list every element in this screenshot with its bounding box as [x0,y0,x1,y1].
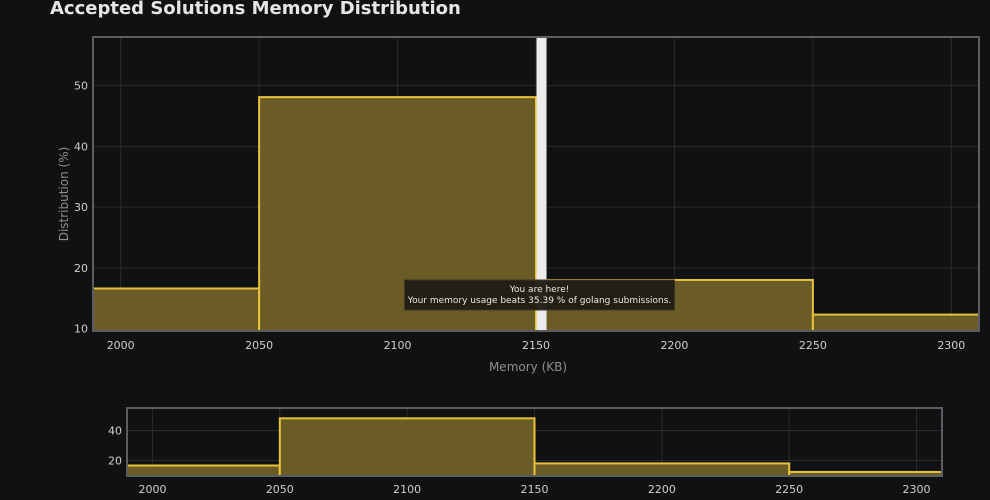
main-x-axis-label: Memory (KB) [489,360,567,374]
overview-histogram-bar[interactable] [25,464,281,480]
overview-x-tick-label: 2100 [393,483,421,496]
main-x-tick-label: 2150 [522,339,550,352]
tooltip-line-2: Your memory usage beats 35.39 % of golan… [407,296,672,306]
overview-histogram-bar[interactable] [278,417,536,480]
main-y-tick-label: 10 [74,323,88,336]
overview-histogram-bar[interactable] [533,462,791,480]
tooltip-box [404,279,676,311]
your-position-marker[interactable] [536,37,547,331]
main-x-tick-label: 2050 [245,339,273,352]
overview-x-tick-label: 2050 [266,483,294,496]
overview-y-tick-label: 20 [108,454,122,467]
overview-x-tick-label: 2250 [775,483,803,496]
main-y-tick-label: 20 [74,262,88,275]
main-x-tick-label: 2250 [799,339,827,352]
overview-y-tick-label: 40 [108,424,122,437]
overview-x-tick-label: 2200 [648,483,676,496]
main-x-tick-label: 2100 [384,339,412,352]
main-y-tick-label: 50 [74,80,88,93]
main-y-tick-label: 30 [74,201,88,214]
overview-bars [25,417,942,480]
chart-title: Accepted Solutions Memory Distribution [50,0,461,19]
main-histogram-bar[interactable] [811,313,990,335]
tooltip-line-1: You are here! [509,285,570,295]
main-y-tick-label: 40 [74,140,88,153]
main-x-tick-label: 2200 [660,339,688,352]
overview-x-tick-label: 2300 [903,483,931,496]
main-y-axis-label: Distribution (%) [57,147,71,242]
main-histogram-bar[interactable] [0,287,261,335]
main-x-tick-label: 2000 [107,339,135,352]
main-plot-frame [92,36,980,332]
overview-plot-frame [126,407,943,477]
overview-x-tick-label: 2000 [138,483,166,496]
overview-x-tick-label: 2150 [521,483,549,496]
main-x-tick-label: 2300 [937,339,965,352]
